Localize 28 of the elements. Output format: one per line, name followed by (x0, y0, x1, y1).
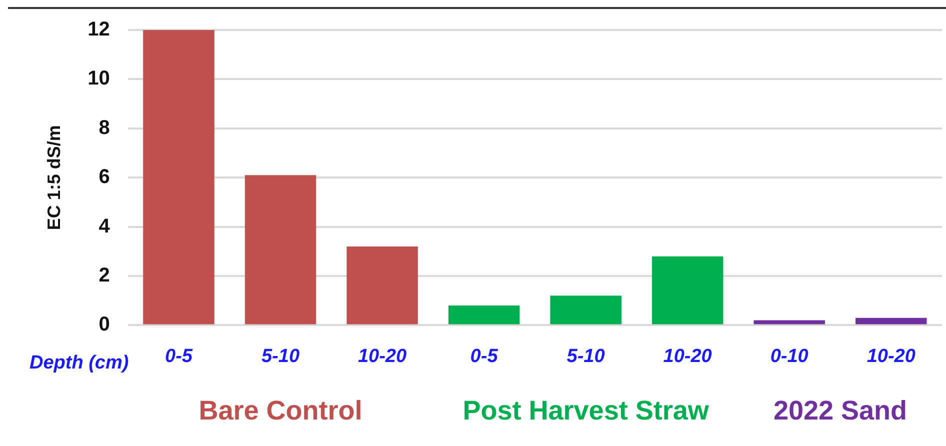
bar (754, 320, 825, 324)
x-tick-label: 10-20 (866, 346, 916, 367)
x-tick-label: 0-10 (770, 346, 809, 367)
y-tick-label: 6 (98, 166, 110, 188)
y-tick-label: 2 (98, 264, 110, 287)
y-tick-label: 12 (88, 18, 110, 41)
text: Bare Control (198, 396, 362, 426)
y-tick-label: 0 (98, 314, 110, 336)
y-axis-title: EC 1:5 dS/m (44, 125, 64, 230)
x-tick-label: 10-20 (663, 346, 712, 367)
bar (652, 256, 724, 324)
bar (143, 30, 214, 324)
x-tick-label: 5-10 (566, 346, 606, 367)
bar (855, 318, 927, 324)
x-tick-label: 0-5 (164, 346, 193, 367)
bar (244, 175, 316, 324)
bar (346, 246, 418, 324)
x-tick-label: 5-10 (261, 346, 300, 367)
bar (550, 296, 622, 324)
bar (448, 306, 520, 324)
y-tick-label: 8 (98, 116, 110, 139)
y-tick-label: 10 (88, 68, 110, 90)
x-tick-label: 0-5 (470, 346, 498, 367)
text: Post Harvest Straw (462, 396, 710, 426)
x-axis-title: Depth (cm) (29, 352, 129, 374)
text: 2022 Sand (773, 396, 908, 426)
x-tick-label: 10-20 (358, 346, 407, 367)
y-tick-label: 4 (98, 215, 111, 238)
